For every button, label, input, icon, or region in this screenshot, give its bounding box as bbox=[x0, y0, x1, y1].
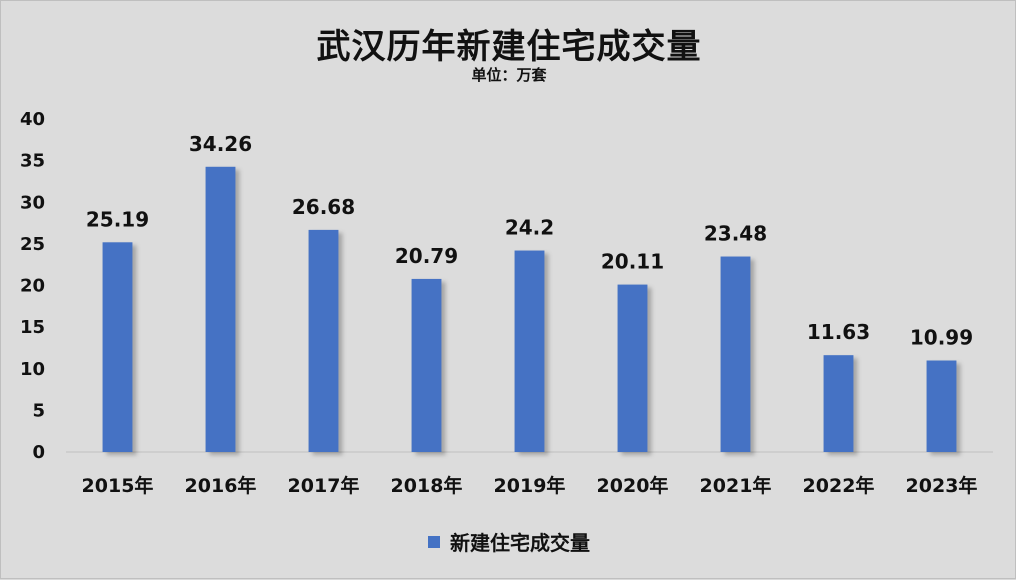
bar bbox=[617, 284, 648, 452]
data-label: 25.19 bbox=[86, 207, 149, 231]
y-tick-label: 0 bbox=[32, 442, 45, 463]
y-tick-label: 35 bbox=[20, 151, 45, 172]
bar bbox=[823, 355, 854, 452]
bar bbox=[205, 166, 236, 452]
y-axis: 0 5 10 15 20 25 30 35 40 bbox=[20, 109, 45, 463]
x-tick-label: 2020年 bbox=[597, 474, 669, 497]
data-label: 34.26 bbox=[189, 132, 252, 156]
chart-subtitle: 单位：万套 bbox=[471, 66, 547, 84]
x-tick-label: 2021年 bbox=[700, 474, 772, 497]
y-tick-label: 40 bbox=[20, 109, 45, 130]
data-label: 23.48 bbox=[704, 222, 767, 246]
bar bbox=[411, 278, 442, 452]
x-tick-label: 2019年 bbox=[494, 474, 566, 497]
bar bbox=[102, 242, 133, 452]
data-label: 20.11 bbox=[601, 250, 664, 274]
x-tick-label: 2016年 bbox=[185, 474, 257, 497]
legend-swatch bbox=[428, 535, 440, 548]
x-tick-label: 2018年 bbox=[391, 474, 463, 497]
bar bbox=[926, 360, 957, 452]
bars-group: 25.19 34.26 26.68 20.79 24.2 20.11 23.48 11.63 1… bbox=[86, 132, 973, 452]
bar bbox=[308, 229, 339, 452]
y-tick-label: 30 bbox=[20, 192, 45, 213]
bar bbox=[720, 256, 751, 452]
y-tick-label: 15 bbox=[20, 317, 45, 338]
chart-title: 武汉历年新建住宅成交量 bbox=[316, 27, 702, 67]
y-tick-label: 20 bbox=[20, 276, 45, 297]
legend: 新建住宅成交量 bbox=[1, 527, 1016, 556]
x-tick-label: 2022年 bbox=[803, 474, 875, 497]
data-label: 10.99 bbox=[910, 326, 973, 350]
y-tick-label: 5 bbox=[32, 400, 45, 421]
data-label: 26.68 bbox=[292, 195, 355, 219]
y-tick-label: 10 bbox=[20, 359, 45, 380]
data-label: 11.63 bbox=[807, 320, 870, 344]
y-tick-label: 25 bbox=[20, 234, 45, 255]
legend-label: 新建住宅成交量 bbox=[450, 531, 590, 555]
x-tick-label: 2015年 bbox=[82, 474, 154, 497]
x-tick-label: 2017年 bbox=[288, 474, 360, 497]
x-tick-label: 2023年 bbox=[906, 474, 978, 497]
bar bbox=[514, 250, 545, 452]
data-label: 20.79 bbox=[395, 244, 458, 268]
x-axis: 2015年 2016年 2017年 2018年 2019年 2020年 2021年 2022年… bbox=[82, 474, 978, 497]
data-label: 24.2 bbox=[505, 216, 554, 240]
